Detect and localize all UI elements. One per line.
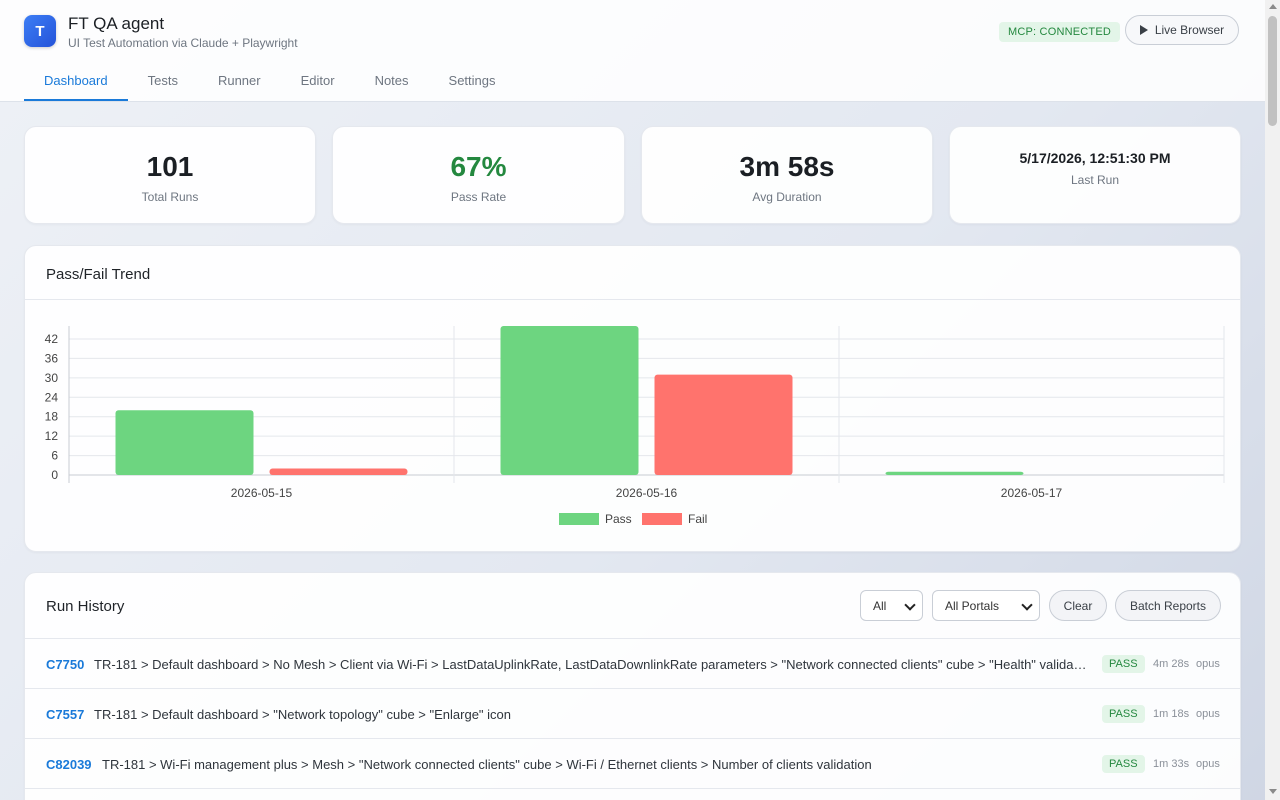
stat-card-last-run: 5/17/2026, 12:51:30 PM Last Run — [949, 126, 1241, 224]
legend-label-fail: Fail — [688, 512, 707, 526]
clear-button[interactable]: Clear — [1049, 590, 1107, 621]
pass-rate-value: 67% — [450, 151, 507, 182]
run-status-badge: PASS — [1102, 755, 1145, 773]
app-logo: T — [24, 15, 56, 47]
scroll-up-icon[interactable] — [1269, 4, 1277, 9]
status-filter-value: All — [873, 598, 887, 613]
portal-filter-value: All Portals — [945, 598, 1000, 613]
run-title: TR-181 > Wi-Fi management plus > Mesh > … — [102, 757, 872, 772]
trend-card: Pass/Fail Trend 0 6 12 18 24 30 36 42 2026-05-15… — [24, 245, 1241, 552]
stat-card-avg-duration: 3m 58s Avg Duration — [641, 126, 933, 224]
y-tick-label: 36 — [45, 351, 59, 365]
x-tick-label: 2026-05-15 — [231, 486, 293, 500]
run-id[interactable]: C7557 — [46, 707, 85, 722]
run-duration: 1m 18s — [1153, 708, 1190, 720]
avg-duration-label: Avg Duration — [752, 190, 822, 204]
bar-pass — [885, 471, 1024, 475]
chevron-down-icon — [1021, 599, 1033, 611]
live-browser-label: Live Browser — [1154, 23, 1225, 37]
tab-runner[interactable]: Runner — [217, 73, 261, 88]
last-run-value: 5/17/2026, 12:51:30 PM — [1019, 150, 1171, 166]
app-header: T FT QA agent UI Test Automation via Cla… — [0, 0, 1265, 102]
run-title: TR-181 > Default dashboard > "Network to… — [94, 707, 512, 722]
scroll-down-icon[interactable] — [1269, 789, 1277, 794]
run-id[interactable]: C7750 — [46, 657, 85, 672]
run-row[interactable]: C82039 TR-181 > Wi-Fi management plus > … — [25, 738, 1240, 788]
scrollbar-thumb[interactable] — [1268, 16, 1277, 126]
bar-pass — [500, 326, 639, 475]
x-tick-label: 2026-05-16 — [616, 486, 678, 500]
run-duration: 1m 33s — [1153, 758, 1190, 770]
batch-reports-button[interactable]: Batch Reports — [1115, 590, 1221, 621]
run-model: opus — [1196, 758, 1220, 770]
run-status-badge: PASS — [1102, 705, 1145, 723]
y-tick-label: 24 — [45, 390, 59, 404]
trend-divider — [25, 299, 1240, 300]
live-browser-button[interactable]: Live Browser — [1125, 15, 1239, 45]
y-tick-label: 42 — [45, 332, 59, 346]
y-tick-label: 6 — [51, 449, 58, 463]
run-history-title: Run History — [46, 598, 125, 615]
trend-chart: 0 6 12 18 24 30 36 42 2026-05-15 2026-05-16 2026-0… — [45, 326, 1225, 526]
stat-card-total-runs: 101 Total Runs — [24, 126, 316, 224]
legend-swatch-pass — [559, 513, 599, 525]
total-runs-label: Total Runs — [141, 190, 199, 204]
y-tick-label: 18 — [45, 410, 59, 424]
app-subtitle: UI Test Automation via Claude + Playwrig… — [68, 36, 298, 50]
last-run-label: Last Run — [1070, 173, 1120, 187]
main-tabs: Dashboard Tests Runner Editor Notes Sett… — [24, 62, 516, 101]
chevron-down-icon — [904, 599, 916, 611]
app-title: FT QA agent — [68, 14, 165, 33]
tab-editor[interactable]: Editor — [300, 73, 335, 88]
portal-filter-select[interactable]: All Portals — [932, 590, 1040, 621]
bar-fail — [269, 468, 408, 475]
run-model: opus — [1196, 658, 1220, 670]
mcp-status-badge: MCP: CONNECTED — [999, 22, 1121, 42]
run-status-badge: PASS — [1102, 655, 1145, 673]
tab-tests[interactable]: Tests — [147, 73, 178, 88]
run-model: opus — [1196, 708, 1220, 720]
play-icon — [1139, 25, 1148, 35]
run-row[interactable] — [25, 788, 1240, 800]
page-scrollbar[interactable] — [1265, 0, 1280, 800]
run-history-card: Run History All All Portals Clear Batch … — [24, 572, 1241, 800]
bar-fail — [654, 374, 793, 475]
run-title: TR-181 > Default dashboard > No Mesh > C… — [94, 657, 1089, 672]
legend-swatch-fail — [642, 513, 682, 525]
legend-label-pass: Pass — [605, 512, 632, 526]
avg-duration-value: 3m 58s — [739, 151, 835, 182]
run-row[interactable]: C7557 TR-181 > Default dashboard > "Netw… — [25, 688, 1240, 738]
tab-dashboard[interactable]: Dashboard — [24, 62, 128, 101]
y-tick-label: 12 — [45, 429, 59, 443]
status-filter-select[interactable]: All — [860, 590, 923, 621]
tab-notes[interactable]: Notes — [374, 73, 409, 88]
y-tick-label: 0 — [51, 468, 58, 482]
y-tick-label: 30 — [45, 371, 59, 385]
run-row[interactable]: C7750 TR-181 > Default dashboard > No Me… — [25, 638, 1240, 688]
x-tick-label: 2026-05-17 — [1001, 486, 1063, 500]
run-id[interactable]: C82039 — [46, 757, 92, 772]
total-runs-value: 101 — [146, 151, 194, 182]
bar-pass — [115, 410, 254, 475]
trend-title: Pass/Fail Trend — [46, 266, 151, 283]
tab-settings[interactable]: Settings — [448, 73, 496, 88]
run-duration: 4m 28s — [1153, 658, 1190, 670]
pass-rate-label: Pass Rate — [450, 190, 507, 204]
stat-card-pass-rate: 67% Pass Rate — [332, 126, 625, 224]
